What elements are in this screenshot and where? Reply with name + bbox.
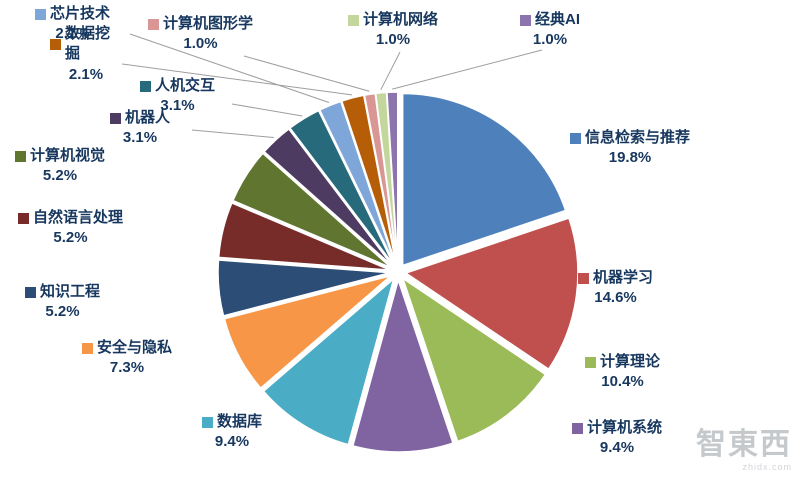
watermark-subtext: zhidx.com: [742, 462, 792, 472]
pie-slice: [404, 217, 579, 371]
pie-slice: [386, 91, 399, 265]
pie-slice: [217, 202, 391, 271]
leader-line: [191, 129, 274, 139]
leader-line: [380, 51, 401, 91]
pie-slice: [318, 100, 396, 265]
leader-line: [243, 55, 370, 92]
pie-slice: [223, 274, 392, 390]
pie-slice: [231, 152, 392, 269]
leader-line: [231, 103, 303, 117]
leader-line: [392, 49, 543, 90]
pie-slice: [401, 92, 567, 267]
pie-slice: [263, 127, 394, 267]
leader-line: [129, 33, 330, 103]
pie-slice: [262, 276, 396, 446]
pie-slice: [217, 259, 391, 317]
pie-slice: [288, 109, 395, 266]
watermark-text: 智東西: [696, 428, 792, 461]
pie-slice: [351, 277, 454, 453]
watermark: 智東西 zhidx.com: [696, 430, 792, 472]
leader-line: [121, 63, 352, 96]
pie-slice: [340, 94, 397, 265]
pie-slice: [401, 276, 547, 443]
